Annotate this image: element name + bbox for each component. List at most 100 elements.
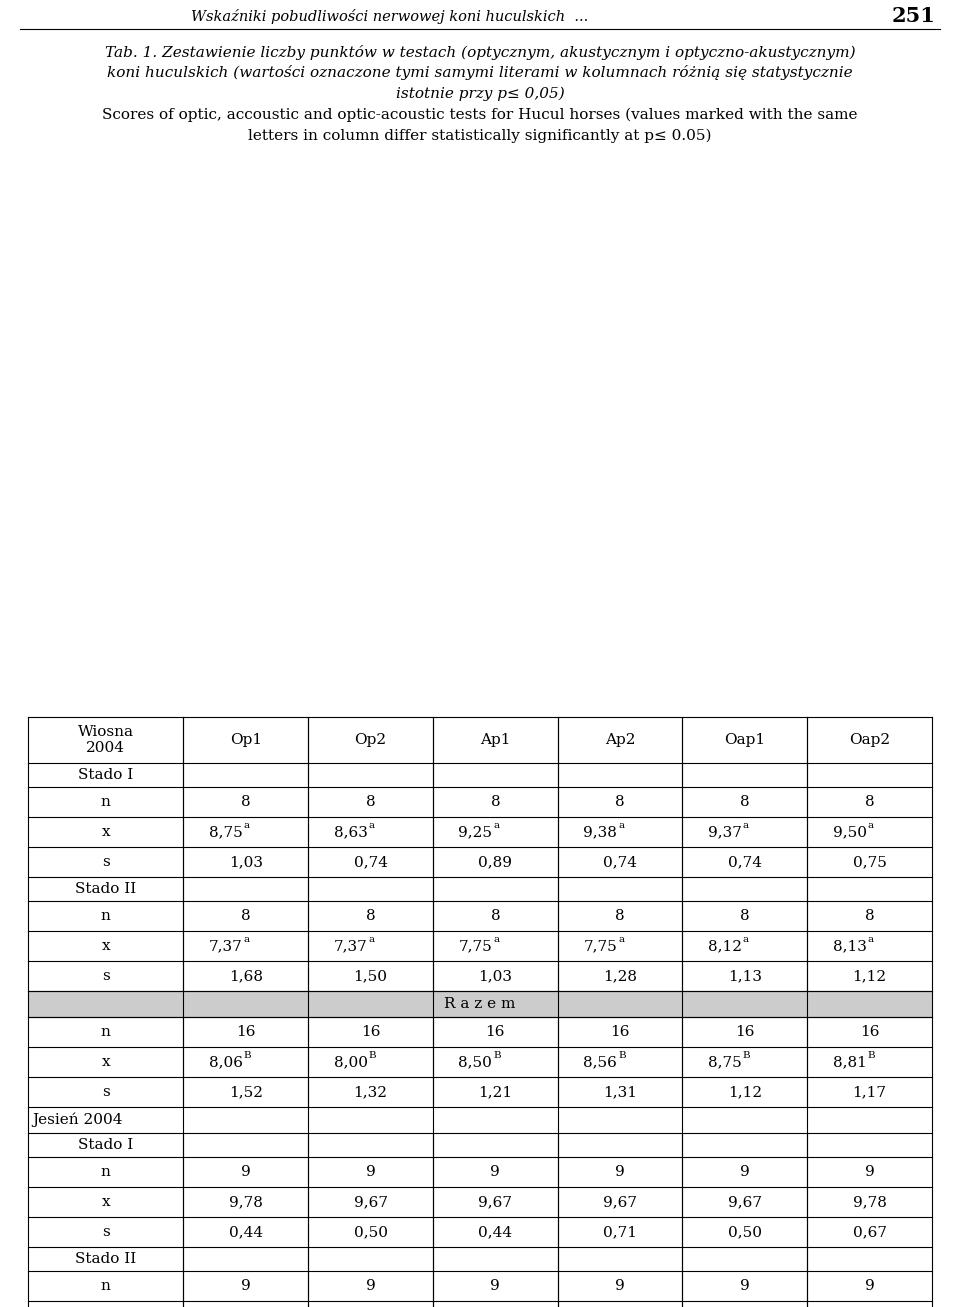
Text: 7,75: 7,75 bbox=[459, 938, 492, 953]
Text: 8: 8 bbox=[740, 795, 750, 809]
Text: Wiosna: Wiosna bbox=[78, 724, 133, 738]
Text: 8,12: 8,12 bbox=[708, 938, 742, 953]
Text: x: x bbox=[102, 825, 110, 839]
Text: 8: 8 bbox=[615, 908, 625, 923]
Text: 0,74: 0,74 bbox=[603, 855, 637, 869]
Text: a: a bbox=[493, 936, 499, 945]
Text: 0,75: 0,75 bbox=[852, 855, 887, 869]
Text: 8: 8 bbox=[241, 795, 251, 809]
Text: a: a bbox=[618, 822, 624, 830]
Text: 9,67: 9,67 bbox=[353, 1195, 388, 1209]
Text: Ap2: Ap2 bbox=[605, 733, 636, 748]
Text: 16: 16 bbox=[236, 1025, 255, 1039]
Text: s: s bbox=[102, 1225, 109, 1239]
Text: 1,03: 1,03 bbox=[478, 968, 513, 983]
Text: 1,17: 1,17 bbox=[852, 1085, 887, 1099]
Text: 8: 8 bbox=[865, 795, 875, 809]
Text: Stado I: Stado I bbox=[78, 1138, 133, 1151]
Text: 0,50: 0,50 bbox=[353, 1225, 388, 1239]
Text: Tab. 1. Zestawienie liczby punktów w testach (optycznym, akustycznym i optyczno-: Tab. 1. Zestawienie liczby punktów w tes… bbox=[105, 44, 855, 60]
Text: 9: 9 bbox=[740, 1165, 750, 1179]
Text: n: n bbox=[101, 908, 110, 923]
Text: n: n bbox=[101, 1165, 110, 1179]
Text: a: a bbox=[493, 822, 499, 830]
Text: x: x bbox=[102, 1195, 110, 1209]
Text: 8,00: 8,00 bbox=[334, 1055, 368, 1069]
Text: a: a bbox=[244, 822, 250, 830]
Text: 9,78: 9,78 bbox=[852, 1195, 887, 1209]
Text: B: B bbox=[244, 1052, 252, 1060]
Text: B: B bbox=[369, 1052, 376, 1060]
Text: 0,74: 0,74 bbox=[728, 855, 762, 869]
Text: 8,56: 8,56 bbox=[584, 1055, 617, 1069]
Text: s: s bbox=[102, 855, 109, 869]
Text: B: B bbox=[868, 1052, 876, 1060]
Text: 8: 8 bbox=[491, 908, 500, 923]
Text: 16: 16 bbox=[735, 1025, 755, 1039]
Text: 2004: 2004 bbox=[86, 741, 125, 755]
Text: 1,52: 1,52 bbox=[228, 1085, 263, 1099]
Text: s: s bbox=[102, 1085, 109, 1099]
Text: 9,38: 9,38 bbox=[584, 825, 617, 839]
Text: a: a bbox=[743, 822, 749, 830]
Text: Oap1: Oap1 bbox=[724, 733, 765, 748]
Text: 0,50: 0,50 bbox=[728, 1225, 762, 1239]
Text: 8,75: 8,75 bbox=[209, 825, 243, 839]
Text: istotnie przy p≤ 0,05): istotnie przy p≤ 0,05) bbox=[396, 86, 564, 101]
Text: 16: 16 bbox=[486, 1025, 505, 1039]
Text: 0,71: 0,71 bbox=[603, 1225, 637, 1239]
Text: Oap2: Oap2 bbox=[849, 733, 890, 748]
Text: 9,67: 9,67 bbox=[603, 1195, 637, 1209]
Text: s: s bbox=[102, 968, 109, 983]
Text: 9,78: 9,78 bbox=[228, 1195, 263, 1209]
Text: koni huculskich (wartości oznaczone tymi samymi literami w kolumnach różnią się : koni huculskich (wartości oznaczone tymi… bbox=[108, 65, 852, 81]
Text: 9,67: 9,67 bbox=[728, 1195, 762, 1209]
Text: 1,28: 1,28 bbox=[603, 968, 637, 983]
Text: letters in column differ statistically significantly at p≤ 0.05): letters in column differ statistically s… bbox=[249, 129, 711, 144]
Text: 0,74: 0,74 bbox=[353, 855, 388, 869]
Text: 9: 9 bbox=[366, 1280, 375, 1293]
Text: a: a bbox=[743, 936, 749, 945]
Text: 8: 8 bbox=[615, 795, 625, 809]
Text: 8: 8 bbox=[366, 908, 375, 923]
Text: 9: 9 bbox=[865, 1280, 875, 1293]
Text: 9: 9 bbox=[865, 1165, 875, 1179]
Text: 1,50: 1,50 bbox=[353, 968, 388, 983]
Text: 0,67: 0,67 bbox=[852, 1225, 887, 1239]
Text: Jesień 2004: Jesień 2004 bbox=[32, 1112, 123, 1127]
Bar bbox=[28, 991, 932, 1017]
Text: 9,67: 9,67 bbox=[478, 1195, 513, 1209]
Text: a: a bbox=[868, 822, 874, 830]
Text: 0,44: 0,44 bbox=[228, 1225, 263, 1239]
Text: 8: 8 bbox=[865, 908, 875, 923]
Text: n: n bbox=[101, 1025, 110, 1039]
Text: 251: 251 bbox=[891, 7, 935, 26]
Text: B: B bbox=[493, 1052, 501, 1060]
Text: n: n bbox=[101, 795, 110, 809]
Text: 7,37: 7,37 bbox=[209, 938, 243, 953]
Text: 8,50: 8,50 bbox=[459, 1055, 492, 1069]
Text: 9,50: 9,50 bbox=[832, 825, 867, 839]
Text: Scores of optic, accoustic and optic-acoustic tests for Hucul horses (values mar: Scores of optic, accoustic and optic-aco… bbox=[103, 107, 857, 122]
Text: a: a bbox=[369, 936, 374, 945]
Text: 8: 8 bbox=[241, 908, 251, 923]
Text: 8,13: 8,13 bbox=[832, 938, 867, 953]
Text: B: B bbox=[618, 1052, 626, 1060]
Text: 9: 9 bbox=[241, 1165, 251, 1179]
Text: R a z e m: R a z e m bbox=[444, 997, 516, 1012]
Text: Wskaźniki pobudliwości nerwowej koni huculskich  ...: Wskaźniki pobudliwości nerwowej koni huc… bbox=[191, 9, 588, 24]
Text: Stado II: Stado II bbox=[75, 1252, 136, 1266]
Text: 8,81: 8,81 bbox=[832, 1055, 867, 1069]
Text: 8: 8 bbox=[740, 908, 750, 923]
Text: 8,06: 8,06 bbox=[209, 1055, 243, 1069]
Text: 1,12: 1,12 bbox=[728, 1085, 762, 1099]
Text: 9: 9 bbox=[740, 1280, 750, 1293]
Text: 9: 9 bbox=[491, 1280, 500, 1293]
Text: B: B bbox=[743, 1052, 751, 1060]
Text: 9,37: 9,37 bbox=[708, 825, 742, 839]
Text: 1,31: 1,31 bbox=[603, 1085, 637, 1099]
Text: x: x bbox=[102, 938, 110, 953]
Text: 1,68: 1,68 bbox=[228, 968, 263, 983]
Text: a: a bbox=[868, 936, 874, 945]
Text: 0,89: 0,89 bbox=[478, 855, 513, 869]
